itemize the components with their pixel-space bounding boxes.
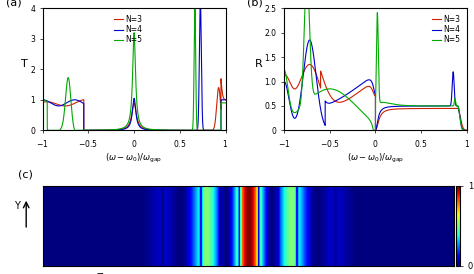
N=3 — [390, 108, 395, 111]
N=5 — [223, 101, 228, 104]
N=3 — [148, 128, 154, 131]
N=4 — [464, 129, 470, 132]
Text: (a): (a) — [6, 0, 22, 8]
N=3 — [373, 129, 378, 132]
N=5 — [148, 128, 154, 131]
Text: (c): (c) — [18, 170, 33, 180]
N=5 — [46, 129, 51, 132]
N=4 — [148, 128, 154, 132]
N=5 — [156, 128, 162, 132]
N=4 — [185, 129, 191, 132]
N=4 — [106, 129, 112, 132]
N=4 — [307, 38, 312, 42]
N=4 — [223, 98, 228, 101]
Line: N=3: N=3 — [43, 79, 226, 130]
N=5 — [192, 4, 198, 7]
N=4 — [198, 1, 203, 4]
Y-axis label: R: R — [255, 59, 263, 69]
Line: N=4: N=4 — [43, 2, 226, 130]
X-axis label: $(\omega-\omega_0)/\omega_{\rm gap}$: $(\omega-\omega_0)/\omega_{\rm gap}$ — [347, 152, 404, 165]
Legend: N=3, N=4, N=5: N=3, N=4, N=5 — [110, 12, 145, 47]
N=4 — [49, 102, 55, 105]
N=5 — [464, 129, 470, 132]
N=3 — [40, 101, 46, 104]
N=3 — [223, 98, 228, 101]
N=3 — [281, 74, 287, 77]
N=5 — [175, 129, 181, 132]
N=5 — [390, 102, 395, 106]
N=4 — [427, 104, 432, 108]
N=4 — [390, 105, 395, 108]
N=3 — [347, 96, 353, 100]
Text: (b): (b) — [247, 0, 263, 8]
Legend: N=3, N=4, N=5: N=3, N=4, N=5 — [428, 12, 463, 47]
N=5 — [397, 103, 403, 107]
N=5 — [281, 69, 287, 72]
N=3 — [218, 77, 224, 80]
N=4 — [40, 98, 46, 101]
Text: Y: Y — [14, 201, 20, 211]
N=5 — [185, 129, 191, 132]
N=5 — [417, 104, 422, 107]
Line: N=5: N=5 — [43, 5, 226, 130]
X-axis label: $(\omega-\omega_0)/\omega_{\rm gap}$: $(\omega-\omega_0)/\omega_{\rm gap}$ — [105, 152, 163, 165]
N=4 — [291, 115, 296, 118]
N=3 — [207, 129, 212, 132]
Y-axis label: T: T — [21, 59, 28, 69]
N=3 — [397, 107, 403, 110]
N=5 — [347, 99, 353, 102]
N=3 — [427, 107, 432, 110]
N=4 — [462, 129, 468, 132]
Line: N=3: N=3 — [284, 64, 467, 130]
N=4 — [397, 105, 403, 108]
N=4 — [156, 129, 162, 132]
N=3 — [464, 129, 470, 132]
Line: N=5: N=5 — [284, 0, 467, 130]
N=3 — [417, 107, 422, 110]
N=4 — [417, 104, 422, 108]
N=3 — [156, 129, 162, 132]
N=3 — [291, 87, 296, 90]
N=4 — [175, 129, 181, 132]
N=3 — [307, 63, 312, 66]
N=3 — [106, 129, 112, 132]
N=5 — [40, 98, 46, 101]
N=5 — [49, 129, 55, 132]
N=3 — [49, 101, 55, 104]
N=4 — [347, 90, 353, 94]
Text: Z: Z — [96, 273, 103, 274]
N=4 — [281, 80, 287, 83]
N=5 — [106, 128, 112, 132]
N=3 — [175, 129, 181, 132]
N=5 — [371, 129, 376, 132]
Line: N=4: N=4 — [284, 40, 467, 130]
N=3 — [185, 129, 191, 132]
N=4 — [218, 129, 224, 132]
N=5 — [427, 104, 432, 108]
N=5 — [291, 110, 296, 114]
